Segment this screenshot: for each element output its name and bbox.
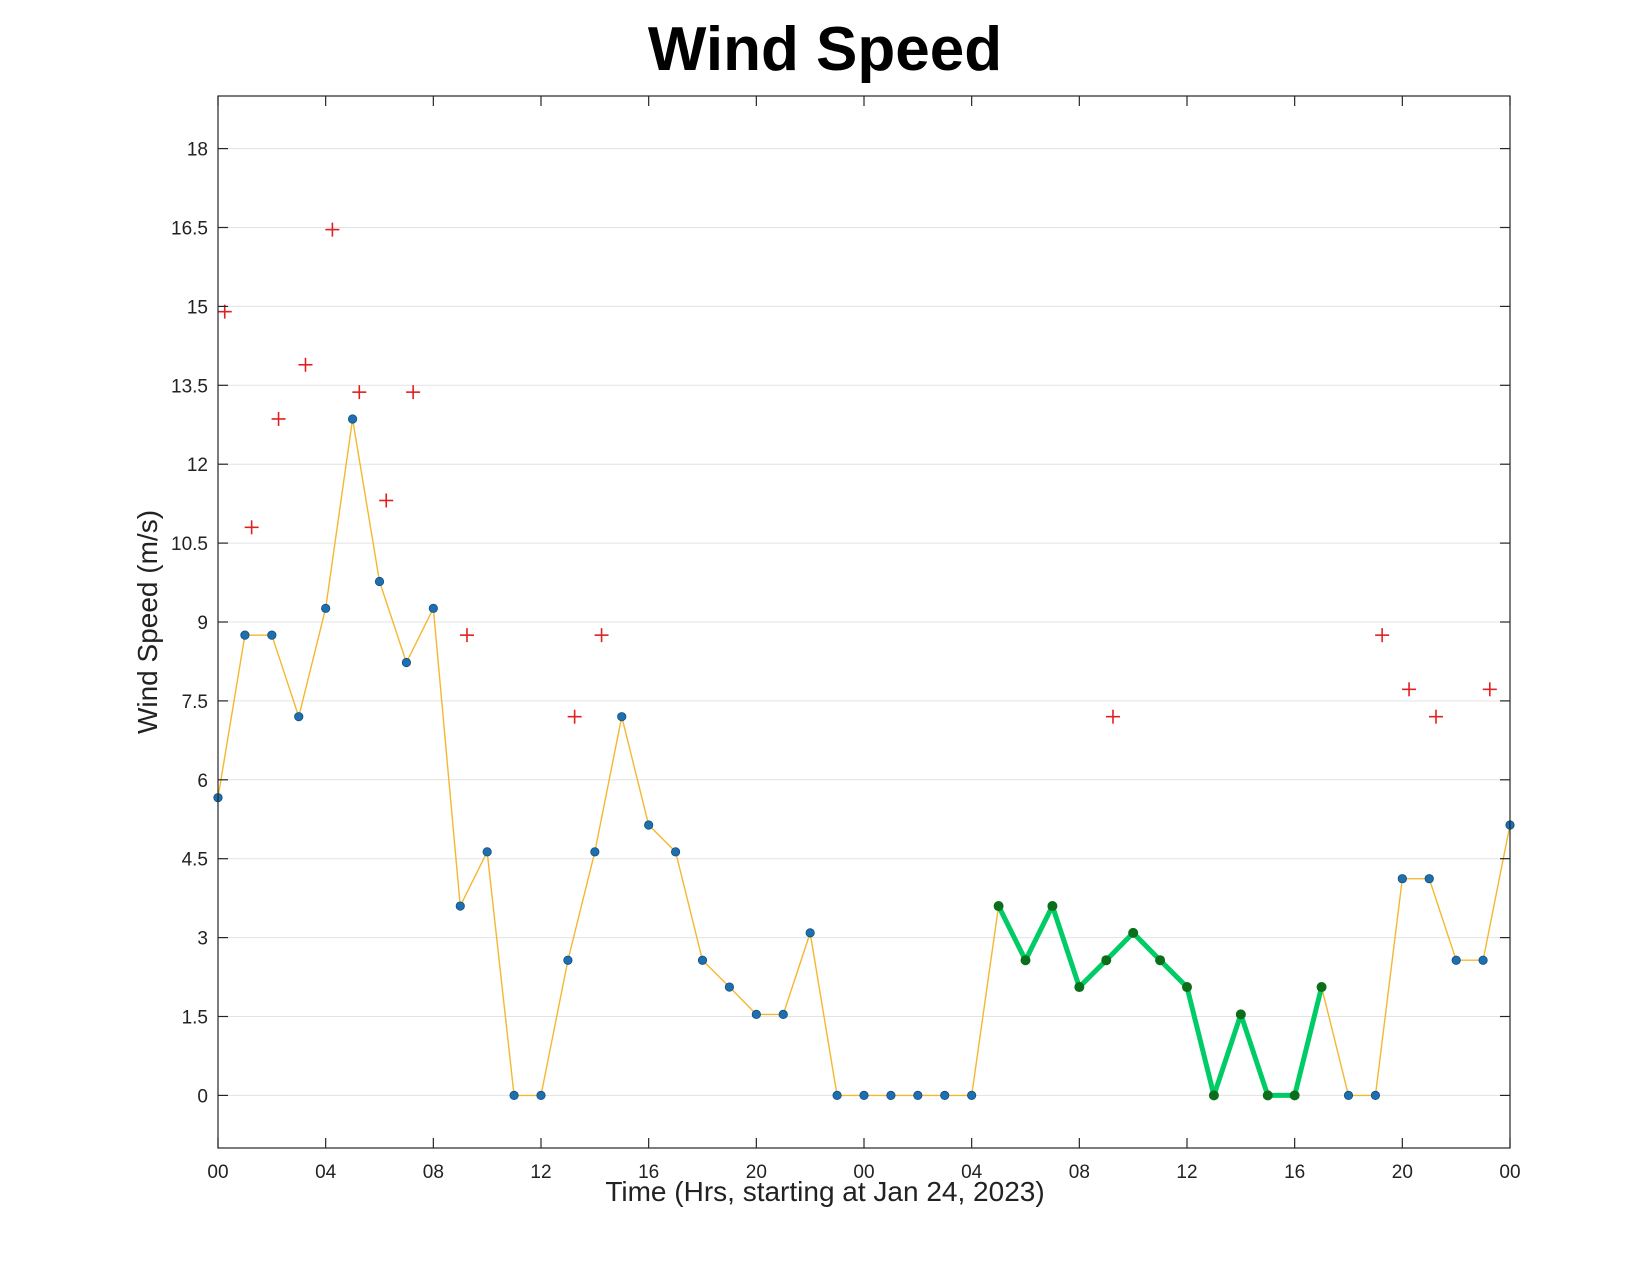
y-axis-label: Wind Speed (m/s) xyxy=(132,509,163,735)
series-point xyxy=(294,712,304,722)
y-tick-label: 1.5 xyxy=(182,1008,208,1029)
series-point xyxy=(509,1090,519,1101)
highlight-point xyxy=(1262,1090,1273,1101)
x-axis-label: Time (Hrs, starting at Jan 24, 2023) xyxy=(605,1176,1045,1207)
y-tick-label: 9 xyxy=(197,613,208,634)
series-point xyxy=(482,847,492,857)
x-tick-label: 12 xyxy=(530,1162,551,1183)
series-point xyxy=(832,1090,842,1101)
series-point xyxy=(455,901,465,911)
x-tick-label: 00 xyxy=(207,1162,228,1183)
plus-marker xyxy=(1482,682,1497,697)
series-point xyxy=(590,847,600,857)
highlight-point xyxy=(1316,982,1327,993)
highlight-point xyxy=(1047,901,1058,912)
series-point xyxy=(563,955,573,965)
series-point xyxy=(240,630,250,640)
chart-title: Wind Speed xyxy=(647,15,1003,84)
x-tick-label: 20 xyxy=(746,1162,767,1183)
x-tick-label: 16 xyxy=(638,1162,659,1183)
x-tick-label: 20 xyxy=(1392,1162,1413,1183)
series-point xyxy=(913,1090,923,1101)
highlight-line xyxy=(996,903,1325,1098)
series-point xyxy=(347,414,358,424)
x-tick-label: 12 xyxy=(1176,1162,1197,1183)
series-point xyxy=(1343,1090,1354,1101)
series-point xyxy=(967,1090,977,1101)
series-point xyxy=(401,657,412,668)
series-point xyxy=(267,630,277,640)
series-point xyxy=(644,820,654,830)
highlight-point xyxy=(993,901,1004,912)
y-tick-label: 13.5 xyxy=(171,376,208,397)
y-tick-label: 0 xyxy=(197,1086,208,1107)
series-point xyxy=(1370,1090,1381,1101)
highlight-point xyxy=(1289,1090,1300,1101)
highlight-point xyxy=(1155,955,1166,966)
y-tick-label: 3 xyxy=(197,929,208,950)
x-tick-label: 08 xyxy=(1069,1162,1090,1183)
y-tick-label: 12 xyxy=(187,455,208,476)
x-tick-label: 00 xyxy=(853,1162,874,1183)
series-point xyxy=(428,603,438,613)
highlight-point xyxy=(1128,927,1139,938)
series-point xyxy=(670,847,681,857)
series-point xyxy=(321,603,331,613)
plus-marker xyxy=(567,709,582,724)
x-tick-label: 16 xyxy=(1284,1162,1305,1183)
series-point xyxy=(724,982,735,992)
plus-marker xyxy=(459,628,474,643)
y-tick-label: 16.5 xyxy=(171,219,208,240)
series-point xyxy=(778,1009,788,1019)
highlight-point xyxy=(1101,955,1112,966)
y-tick-label: 6 xyxy=(197,771,208,792)
plus-marker xyxy=(325,222,340,237)
plus-marker xyxy=(1428,709,1443,724)
plus-marker xyxy=(298,357,313,372)
y-tick-label: 7.5 xyxy=(182,692,208,713)
highlight-point xyxy=(1235,1009,1246,1020)
series-line xyxy=(217,418,1511,1098)
series-point xyxy=(374,576,385,587)
series-point xyxy=(1451,955,1461,965)
series-point xyxy=(1478,955,1488,965)
series-point xyxy=(805,928,815,938)
plus-marker xyxy=(1105,709,1120,724)
series-point xyxy=(886,1090,896,1101)
plus-marker xyxy=(244,520,259,535)
highlight-point xyxy=(1208,1090,1219,1101)
x-tick-label: 04 xyxy=(315,1162,337,1183)
series-point xyxy=(1397,874,1407,884)
series-point xyxy=(697,955,708,965)
series-point xyxy=(859,1090,869,1101)
highlight-point xyxy=(1182,982,1192,993)
series-point xyxy=(940,1090,950,1101)
plus-marker xyxy=(594,628,609,643)
highlight-point xyxy=(1020,955,1031,966)
x-tick-label: 00 xyxy=(1499,1162,1520,1183)
series-point xyxy=(1424,874,1434,884)
y-tick-label: 4.5 xyxy=(182,850,208,871)
x-tick-label: 04 xyxy=(961,1162,983,1183)
y-tick-label: 15 xyxy=(187,297,208,318)
plus-marker xyxy=(352,385,367,400)
plus-marker xyxy=(1402,682,1417,697)
gridlines xyxy=(218,148,1510,1096)
series-point xyxy=(617,712,627,722)
x-tick-label: 08 xyxy=(423,1162,444,1183)
plus-marker xyxy=(406,385,421,400)
y-tick-label: 18 xyxy=(187,140,208,161)
highlight-point xyxy=(1074,982,1085,993)
y-tick-label: 10.5 xyxy=(171,534,208,555)
series-layer xyxy=(213,222,1515,1101)
plus-marker xyxy=(1375,628,1390,643)
plus-marker xyxy=(379,493,394,508)
series-point xyxy=(536,1090,546,1101)
series-point xyxy=(751,1009,761,1019)
plus-marker xyxy=(271,411,286,426)
tick-layer: 0 1.5 3 4.5 6 7.5 9 10.5 12 13.5 15 16.5 18 00 04 08 12 1… xyxy=(171,96,1521,1183)
